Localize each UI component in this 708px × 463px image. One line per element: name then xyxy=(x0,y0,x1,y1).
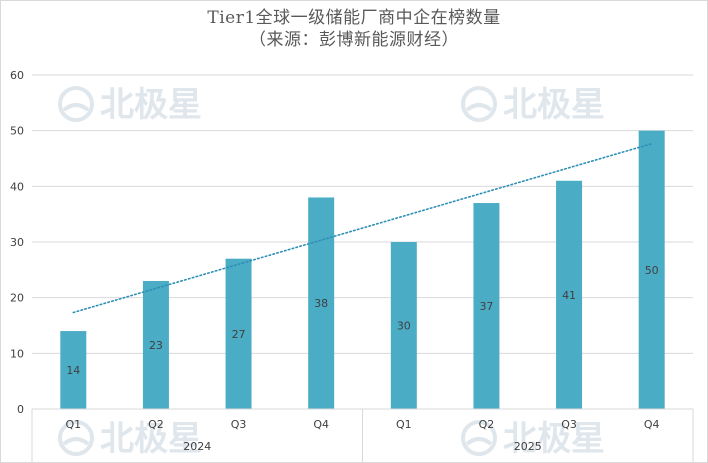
data-label: 27 xyxy=(232,328,246,341)
bars xyxy=(60,130,665,409)
watermark-logo-wave xyxy=(62,103,90,112)
data-label: 38 xyxy=(314,297,328,310)
watermark: 北极星 xyxy=(58,85,202,125)
trendline xyxy=(72,142,653,314)
watermark-logo-wave xyxy=(465,437,493,446)
x-tick-label: Q3 xyxy=(231,418,247,431)
bar xyxy=(556,180,583,409)
bar xyxy=(390,242,417,409)
x-group-label: 2024 xyxy=(183,440,211,453)
watermark-text: 北极星 xyxy=(100,419,202,459)
data-label: 23 xyxy=(149,339,163,352)
watermark-logo-ring xyxy=(58,420,94,456)
snowflake-logo-icon xyxy=(58,86,94,122)
x-tick-label: Q1 xyxy=(65,418,81,431)
snowflake-logo-icon xyxy=(461,420,497,456)
bar xyxy=(308,197,335,409)
snowflake-logo-icon xyxy=(58,420,94,456)
watermark: 北极星 xyxy=(461,85,605,125)
x-tick-label: Q2 xyxy=(148,418,164,431)
watermark-logo-wave xyxy=(62,437,90,446)
data-label: 37 xyxy=(479,300,493,313)
y-tick-label: 30 xyxy=(10,236,24,249)
bar xyxy=(638,130,665,409)
bar xyxy=(225,258,252,409)
watermark-text: 北极星 xyxy=(503,419,605,459)
x-tick-label: Q4 xyxy=(644,418,660,431)
watermark: 北极星 xyxy=(58,419,202,459)
y-tick-label: 60 xyxy=(10,69,24,82)
y-axis-ticks: 0 10 20 30 40 50 60 xyxy=(10,69,24,416)
snowflake-logo-icon xyxy=(461,86,497,122)
bar xyxy=(142,280,169,409)
watermark-logo-wave xyxy=(465,103,493,112)
x-tick-label: Q4 xyxy=(313,418,329,431)
y-tick-label: 40 xyxy=(10,180,24,193)
chart-title: Tier1全球一级储能厂商中企在榜数量 xyxy=(207,8,501,28)
y-tick-label: 10 xyxy=(10,347,24,360)
gridlines xyxy=(32,74,693,410)
watermark-text: 北极星 xyxy=(100,85,202,125)
watermark-logo-ring xyxy=(58,86,94,122)
y-tick-label: 20 xyxy=(10,292,24,305)
watermark: 北极星 xyxy=(461,419,605,459)
chart-subtitle: （来源：彭博新能源财经） xyxy=(249,30,459,50)
data-label: 14 xyxy=(66,364,80,377)
x-tick-label: Q2 xyxy=(479,418,495,431)
data-label: 30 xyxy=(397,320,411,333)
x-group-label: 2025 xyxy=(514,440,542,453)
y-tick-label: 0 xyxy=(17,403,24,416)
data-label: 50 xyxy=(645,264,659,277)
trendline-group xyxy=(72,142,653,314)
watermark-logo-ring xyxy=(461,420,497,456)
y-tick-label: 50 xyxy=(10,125,24,138)
data-labels: 14 23 27 38 30 37 41 50 xyxy=(66,264,658,377)
bar xyxy=(60,331,87,409)
x-tick-label: Q3 xyxy=(561,418,577,431)
watermark-logo-ring xyxy=(461,86,497,122)
x-axis: Q1 Q2 Q3 Q4 2024 Q1 Q2 Q3 Q4 2025 xyxy=(31,408,694,462)
x-tick-label: Q1 xyxy=(396,418,412,431)
watermark-text: 北极星 xyxy=(503,85,605,125)
bar xyxy=(473,203,500,409)
chart-title-block: Tier1全球一级储能厂商中企在榜数量 （来源：彭博新能源财经） xyxy=(1,7,707,51)
data-label: 41 xyxy=(562,289,576,302)
